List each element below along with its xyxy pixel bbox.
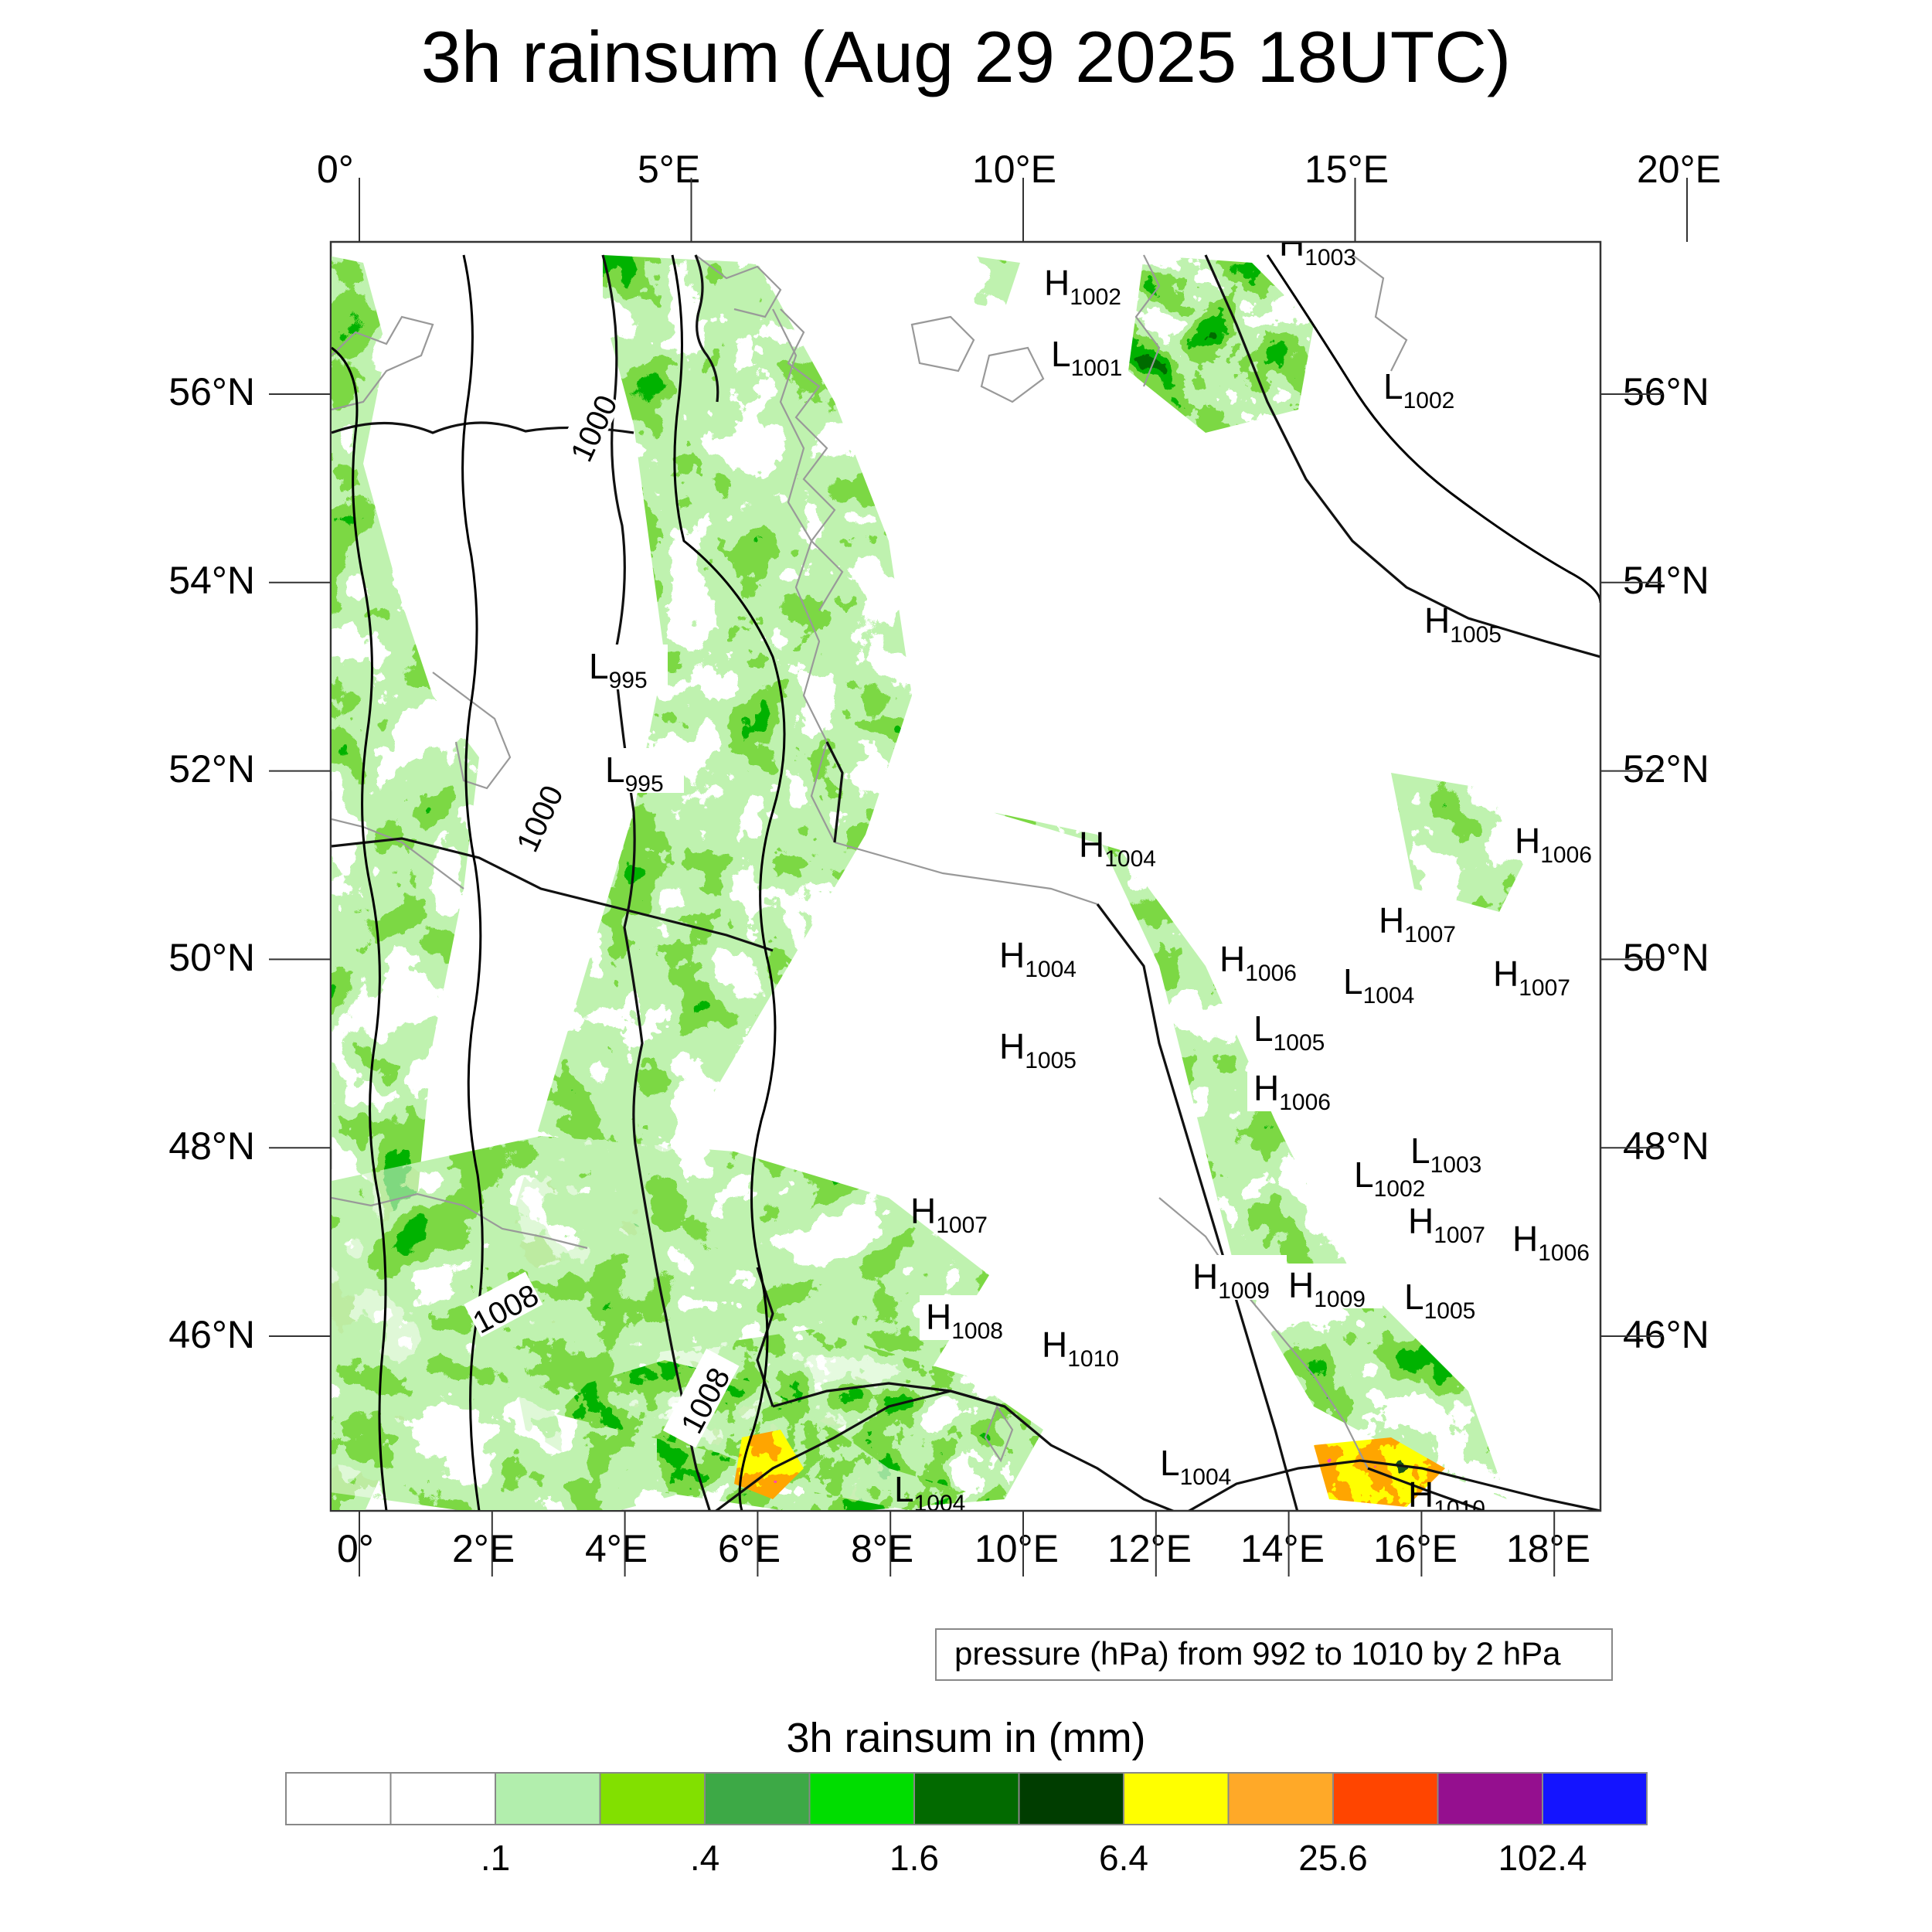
svg-text:.4: .4 [690,1838,719,1878]
svg-text:.1: .1 [481,1838,510,1878]
svg-text:6.4: 6.4 [1099,1838,1148,1878]
svg-text:102.4: 102.4 [1498,1838,1587,1878]
svg-text:25.6: 25.6 [1298,1838,1368,1878]
svg-text:1.6: 1.6 [889,1838,939,1878]
